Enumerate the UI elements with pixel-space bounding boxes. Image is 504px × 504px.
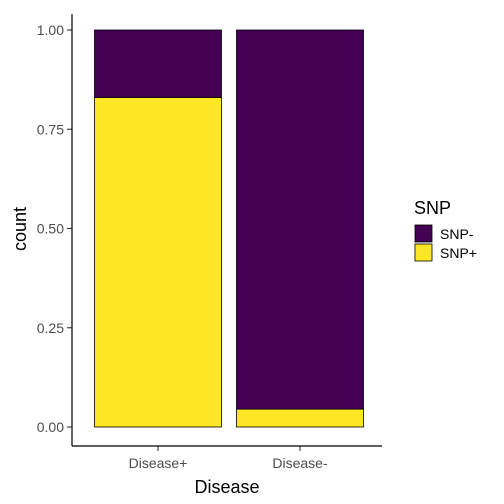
x-axis-title: Disease [194, 477, 259, 497]
legend-label: SNP- [440, 226, 474, 242]
y-tick-label: 0.50 [37, 221, 64, 237]
legend-swatch-snp [414, 243, 433, 262]
legend-label: SNP+ [440, 245, 477, 261]
legend-swatch-snp [414, 224, 433, 243]
x-axis-ticks: Disease+ Disease- [129, 446, 328, 471]
legend-title: SNP [414, 198, 451, 218]
bar-disease-snp [236, 408, 364, 428]
y-tick-label: 0.00 [37, 419, 64, 435]
bar-disease-snp [94, 29, 222, 98]
legend-items: SNP- SNP+ [414, 224, 477, 262]
y-tick-label: 1.00 [37, 22, 64, 38]
x-tick-label: Disease- [272, 455, 328, 471]
y-tick-label: 0.25 [37, 320, 64, 336]
bar-disease-snp [236, 29, 364, 410]
y-tick-label: 0.75 [37, 121, 64, 137]
y-axis-title: count [10, 207, 30, 251]
x-tick-label: Disease+ [129, 455, 188, 471]
y-axis-ticks: 0.00 0.25 0.50 0.75 1.00 [37, 22, 72, 435]
bars-layer [94, 29, 364, 428]
legend: SNP SNP- SNP+ [414, 198, 477, 262]
bar-disease-snp [94, 97, 222, 428]
